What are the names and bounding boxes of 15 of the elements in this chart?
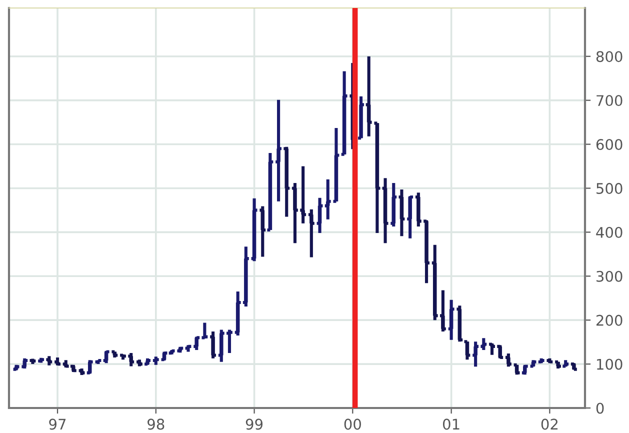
y-tick-label: 300 — [596, 270, 622, 282]
x-tick-label: 99 — [246, 418, 263, 430]
y-tick-label: 200 — [596, 314, 622, 326]
x-tick-label: 98 — [148, 418, 164, 430]
x-tick-label: 97 — [49, 418, 66, 430]
y-tick-label: 800 — [596, 51, 622, 62]
x-tick-label: 00 — [344, 418, 361, 430]
y-tick-label: 400 — [596, 226, 622, 238]
y-tick-label: 600 — [596, 138, 622, 150]
y-tick-label: 700 — [596, 95, 622, 106]
y-tick-label: 0 — [596, 402, 604, 414]
y-tick-label: 500 — [596, 182, 622, 194]
x-tick-label: 02 — [541, 418, 558, 430]
y-tick-label: 100 — [597, 358, 622, 370]
x-tick-label: 01 — [442, 418, 460, 430]
